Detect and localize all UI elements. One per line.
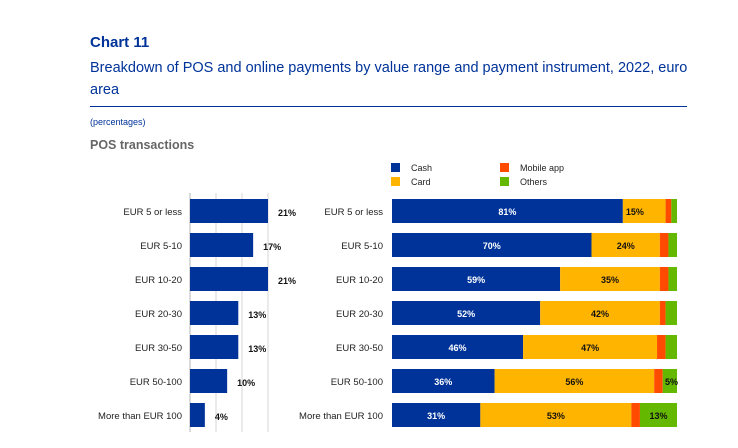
left-bar bbox=[190, 233, 254, 257]
stacked-bar-value-label: 15% bbox=[626, 207, 644, 217]
stacked-bar-segment-cash bbox=[392, 233, 592, 257]
left-bar-value-label: 21% bbox=[278, 276, 296, 286]
legend-label: Mobile app bbox=[520, 163, 564, 173]
stacked-bar-value-label: 5% bbox=[665, 377, 678, 387]
stacked-bar-segment-others bbox=[665, 301, 677, 325]
legend-label: Card bbox=[411, 177, 431, 187]
panel-subtitle: POS transactions bbox=[90, 138, 195, 152]
stacked-bar-value-label: 13% bbox=[649, 411, 667, 421]
stacked-bar-value-label: 42% bbox=[591, 309, 609, 319]
right-category-label: EUR 10-20 bbox=[336, 275, 383, 286]
legend-swatch-card bbox=[391, 177, 400, 186]
stacked-bar-value-label: 52% bbox=[457, 309, 475, 319]
right-category-label: EUR 50-100 bbox=[331, 377, 383, 388]
stacked-bar-segment-others bbox=[671, 199, 677, 223]
left-category-label: EUR 5-10 bbox=[140, 241, 182, 252]
left-bar-value-label: 10% bbox=[237, 378, 255, 388]
stacked-bar-segment-cash bbox=[392, 403, 481, 427]
left-category-label: EUR 30-50 bbox=[135, 343, 182, 354]
stacked-bar-segment-card bbox=[494, 369, 655, 393]
legend-swatch-mobile-app bbox=[500, 163, 509, 172]
stacked-bar-segment-card bbox=[480, 403, 632, 427]
left-bar-value-label: 17% bbox=[263, 242, 281, 252]
stacked-bar-segment-card bbox=[622, 199, 666, 223]
stacked-bar-segment-cash bbox=[392, 369, 495, 393]
left-bar bbox=[190, 369, 228, 393]
units-label: (percentages) bbox=[90, 117, 146, 127]
stacked-bar-segment-mobile-app bbox=[659, 233, 669, 257]
chart-title: Breakdown of POS and online payments by … bbox=[90, 60, 688, 98]
stacked-bar-value-label: 81% bbox=[498, 207, 516, 217]
stacked-bar-value-label: 70% bbox=[483, 241, 501, 251]
title-divider bbox=[90, 106, 687, 107]
left-bar-value-label: 13% bbox=[248, 344, 266, 354]
stacked-bar-segment-others bbox=[639, 403, 677, 427]
legend-label: Others bbox=[520, 177, 548, 187]
stacked-bar-segment-cash bbox=[392, 301, 541, 325]
stacked-bar-segment-mobile-app bbox=[659, 301, 666, 325]
legend-swatch-cash bbox=[391, 163, 400, 172]
stacked-bar-value-label: 59% bbox=[467, 275, 485, 285]
left-bar-value-label: 4% bbox=[215, 412, 228, 422]
left-category-label: More than EUR 100 bbox=[98, 411, 182, 422]
stacked-bar-value-label: 31% bbox=[427, 411, 445, 421]
stacked-bar-value-label: 35% bbox=[601, 275, 619, 285]
stacked-bar-segment-card bbox=[540, 301, 660, 325]
stacked-bar-segment-mobile-app bbox=[654, 369, 663, 393]
chart-number: Chart 11 bbox=[90, 34, 150, 51]
left-category-label: EUR 5 or less bbox=[123, 207, 182, 218]
legend-swatch-others bbox=[500, 177, 509, 186]
stacked-bar-segment-others bbox=[668, 267, 677, 291]
left-bar bbox=[190, 267, 268, 291]
left-bar bbox=[190, 335, 239, 359]
right-category-label: More than EUR 100 bbox=[299, 411, 383, 422]
stacked-bar-segment-mobile-app bbox=[659, 267, 669, 291]
stacked-bar-value-label: 46% bbox=[449, 343, 467, 353]
left-bar-value-label: 13% bbox=[248, 310, 266, 320]
stacked-bar-segment-cash bbox=[392, 199, 623, 223]
stacked-bar-value-label: 36% bbox=[434, 377, 452, 387]
stacked-bar-segment-others bbox=[668, 233, 677, 257]
stacked-bar-segment-mobile-app bbox=[657, 335, 666, 359]
right-category-label: EUR 5-10 bbox=[341, 241, 383, 252]
left-category-label: EUR 50-100 bbox=[130, 377, 182, 388]
stacked-bar-segment-others bbox=[662, 369, 677, 393]
stacked-bar-value-label: 24% bbox=[617, 241, 635, 251]
stacked-bar-segment-card bbox=[560, 267, 660, 291]
right-category-label: EUR 5 or less bbox=[324, 207, 383, 218]
left-bar bbox=[190, 301, 239, 325]
stacked-bar-segment-card bbox=[591, 233, 660, 257]
stacked-bar-segment-mobile-app bbox=[631, 403, 640, 427]
stacked-bar-segment-cash bbox=[392, 335, 524, 359]
stacked-bar-value-label: 53% bbox=[547, 411, 565, 421]
legend-label: Cash bbox=[411, 163, 432, 173]
stacked-bar-segment-card bbox=[523, 335, 658, 359]
left-category-label: EUR 20-30 bbox=[135, 309, 182, 320]
stacked-bar-value-label: 56% bbox=[565, 377, 583, 387]
left-category-label: EUR 10-20 bbox=[135, 275, 182, 286]
right-category-label: EUR 30-50 bbox=[336, 343, 383, 354]
left-bar-value-label: 21% bbox=[278, 208, 296, 218]
stacked-bar-value-label: 47% bbox=[581, 343, 599, 353]
stacked-bar-segment-mobile-app bbox=[665, 199, 672, 223]
right-category-label: EUR 20-30 bbox=[336, 309, 383, 320]
left-bar bbox=[190, 199, 268, 223]
stacked-bar-segment-cash bbox=[392, 267, 561, 291]
stacked-bar-segment-others bbox=[665, 335, 677, 359]
left-bar bbox=[190, 403, 205, 427]
